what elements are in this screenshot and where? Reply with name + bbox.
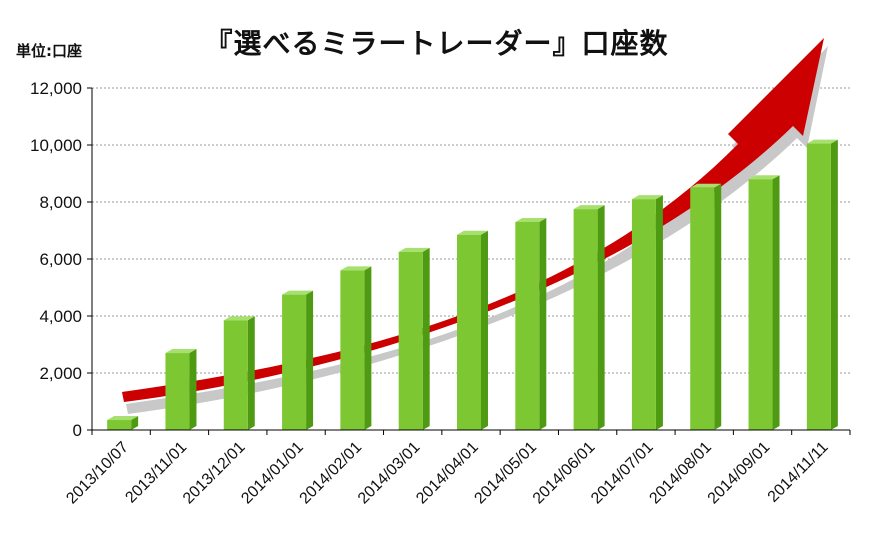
x-tick-label-12: 2014/11/11 bbox=[765, 439, 832, 506]
x-tick-label-5: 2014/03/01 bbox=[355, 439, 424, 508]
bar-4 bbox=[340, 266, 372, 430]
bar-10 bbox=[690, 183, 722, 430]
y-tick-label-6: 12,000 bbox=[30, 79, 82, 98]
y-tick-labels: 0 2,000 4,000 6,000 8,000 10,000 12,000 bbox=[30, 79, 82, 440]
x-tick-label-9: 2014/07/01 bbox=[588, 439, 657, 508]
bar-3 bbox=[282, 290, 314, 430]
x-tick-label-11: 2014/09/01 bbox=[705, 439, 774, 508]
x-tick-labels: 2013/10/072013/11/012013/12/012014/01/01… bbox=[63, 439, 831, 508]
x-tick-label-3: 2014/01/01 bbox=[238, 439, 307, 508]
x-tick-label-0: 2013/10/07 bbox=[63, 439, 132, 508]
x-tick-label-4: 2014/02/01 bbox=[297, 439, 366, 508]
bar-7 bbox=[515, 217, 547, 430]
bar-2 bbox=[223, 316, 255, 430]
x-tick-label-2: 2013/12/01 bbox=[180, 439, 249, 508]
x-tick-label-7: 2014/05/01 bbox=[471, 439, 540, 508]
y-tick-label-0: 0 bbox=[73, 421, 82, 440]
y-tick-label-2: 4,000 bbox=[39, 307, 82, 326]
bar-11 bbox=[748, 175, 780, 430]
chart-title: 『選べるミラートレーダー』口座数 bbox=[204, 27, 669, 60]
x-tick-label-8: 2014/06/01 bbox=[530, 439, 599, 508]
bar-5 bbox=[398, 247, 430, 430]
y-tick-label-3: 6,000 bbox=[39, 250, 82, 269]
y-tick-label-5: 10,000 bbox=[30, 136, 82, 155]
bar-12 bbox=[806, 139, 838, 430]
bar-8 bbox=[573, 205, 605, 430]
y-tick-label-4: 8,000 bbox=[39, 193, 82, 212]
x-tick-label-10: 2014/08/01 bbox=[646, 439, 715, 508]
bars bbox=[107, 139, 838, 430]
unit-label: 単位:口座 bbox=[16, 42, 82, 60]
bar-9 bbox=[631, 195, 663, 430]
bar-6 bbox=[457, 230, 488, 430]
bar-0 bbox=[107, 416, 139, 430]
axes bbox=[87, 87, 851, 435]
bar-1 bbox=[165, 349, 197, 430]
x-tick-label-6: 2014/04/01 bbox=[413, 439, 482, 508]
y-tick-label-1: 2,000 bbox=[39, 364, 82, 383]
